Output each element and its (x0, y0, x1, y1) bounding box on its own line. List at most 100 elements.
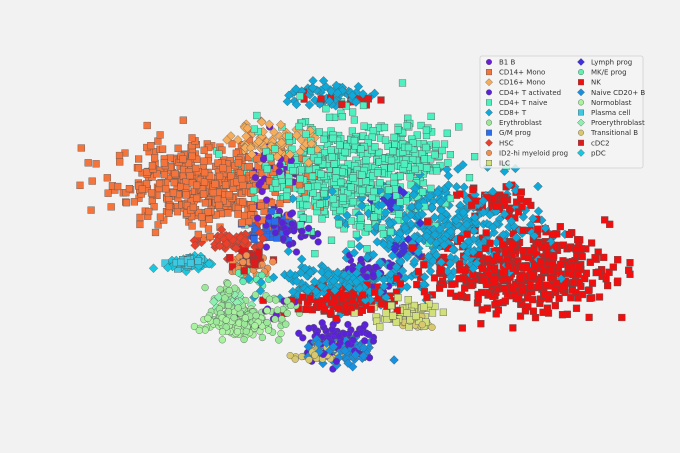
legend-box (479, 55, 644, 169)
legend-label: Lymph prog (591, 59, 632, 67)
scatter-point (436, 257, 446, 267)
scatter-point (327, 236, 336, 244)
scatter-point (555, 294, 563, 302)
scatter-point (218, 328, 227, 336)
scatter-point (200, 157, 208, 165)
scatter-point (171, 169, 179, 178)
scatter-point (393, 306, 401, 315)
scatter-point (292, 248, 301, 256)
scatter-point (343, 358, 353, 368)
scatter-point (263, 318, 271, 327)
scatter-point (200, 178, 209, 186)
scatter-point (307, 147, 315, 155)
scatter-point (249, 186, 258, 195)
scatter-point (453, 164, 463, 174)
scatter-point (272, 152, 282, 162)
scatter-point (352, 268, 362, 278)
scatter-point (529, 307, 538, 315)
scatter-point (350, 116, 359, 124)
scatter-point (253, 214, 262, 222)
scatter-point (199, 190, 208, 198)
scatter-point (323, 269, 334, 279)
scatter-point (527, 201, 535, 210)
scatter-point (245, 217, 253, 226)
legend-marker (486, 59, 493, 66)
scatter-point (291, 355, 299, 363)
scatter-point (195, 326, 203, 335)
scatter-point (234, 304, 242, 312)
scatter-point (192, 181, 201, 189)
scatter-point (602, 275, 610, 283)
scatter-point (325, 113, 334, 122)
scatter-point (337, 178, 345, 187)
scatter-point (328, 342, 339, 352)
scatter-point (215, 172, 224, 181)
scatter-point (285, 240, 294, 249)
scatter-point (104, 189, 112, 197)
scatter-point (285, 178, 293, 186)
scatter-point (305, 267, 315, 278)
scatter-point (329, 195, 337, 203)
scatter-point (406, 173, 414, 181)
scatter-point (165, 209, 173, 217)
legend-marker (486, 119, 493, 126)
scatter-point (432, 187, 443, 198)
legend-label: CD16+ Mono (499, 79, 545, 87)
scatter-point (204, 259, 214, 269)
scatter-point (402, 282, 412, 292)
scatter-point (160, 171, 169, 179)
scatter-point (136, 220, 144, 229)
scatter-point (511, 232, 521, 243)
scatter-point (271, 145, 279, 153)
scatter-point (273, 306, 282, 314)
scatter-point (316, 200, 324, 208)
scatter-point (500, 284, 508, 293)
scatter-point (344, 282, 354, 292)
scatter-point (309, 277, 320, 287)
scatter-point (481, 244, 490, 252)
scatter-point (427, 112, 435, 121)
scatter-point (400, 160, 409, 168)
scatter-point (305, 324, 313, 332)
scatter-point (377, 200, 387, 210)
scatter-point (271, 179, 280, 187)
scatter-point (332, 357, 341, 366)
scatter-point (474, 290, 482, 299)
scatter-point (356, 201, 367, 211)
scatter-point (409, 232, 420, 242)
scatter-point (465, 173, 474, 182)
legend-label: MK/E prog (591, 69, 627, 77)
scatter-point (283, 297, 291, 305)
scatter-point (529, 296, 537, 304)
scatter-point (614, 256, 622, 264)
scatter-point (529, 231, 539, 241)
scatter-point (222, 135, 232, 145)
scatter-point (285, 132, 293, 141)
scatter-point (386, 269, 396, 279)
scatter-point (613, 279, 622, 287)
scatter-point (409, 190, 419, 200)
scatter-point (492, 202, 501, 211)
scatter-point (204, 208, 212, 216)
scatter-point (479, 264, 487, 272)
scatter-point (188, 152, 196, 160)
scatter-point (394, 294, 402, 302)
scatter-point (291, 130, 302, 140)
scatter-point (156, 213, 165, 221)
scatter-point (411, 165, 419, 174)
scatter-point (459, 241, 469, 251)
scatter-point (376, 178, 384, 187)
scatter-point (476, 240, 486, 250)
scatter-point (422, 143, 430, 152)
scatter-point (491, 279, 499, 287)
scatter-point (277, 329, 285, 338)
scatter-point (420, 261, 428, 269)
scatter-point (500, 196, 508, 204)
scatter-point (360, 122, 368, 130)
scatter-point (605, 268, 613, 276)
scatter-point (439, 240, 449, 250)
scatter-point (358, 351, 369, 361)
scatter-point (595, 268, 603, 276)
legend-label: NK (591, 79, 601, 87)
scatter-point (523, 262, 531, 271)
